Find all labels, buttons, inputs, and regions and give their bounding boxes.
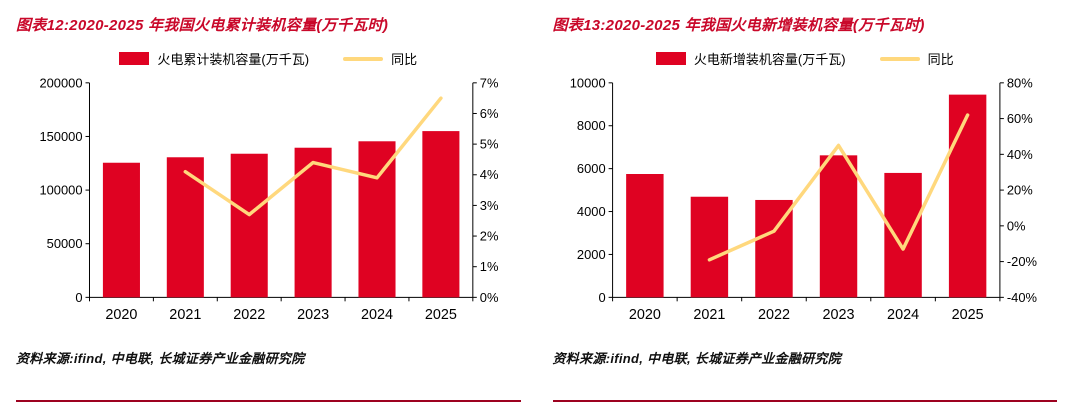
left-tick-label: 8000 [576,118,605,133]
bar-swatch-icon [119,52,150,65]
bottom-rule [552,400,1057,402]
right-tick-label: 7% [480,75,499,90]
x-category-label: 2021 [693,307,725,323]
line-legend-label: 同比 [391,52,418,67]
right-tick-label: 5% [480,137,499,152]
right-tick-label: 80% [1006,75,1032,90]
x-category-label: 2020 [628,307,660,323]
left-tick-label: 10000 [569,75,605,90]
bar-legend-label: 火电新增装机容量(万千瓦) [693,52,846,67]
legend: 火电累计装机容量(万千瓦) 同比 [16,49,521,68]
combo-chart-cumulative: 0 50000 100000 150000 200000 0% 1% 2% 3% 4% 5% 6% 7%… [39,75,499,323]
bar-legend-label: 火电累计装机容量(万千瓦) [157,52,310,67]
left-tick-label: 150000 [39,129,82,144]
right-tick-label: 0% [1006,218,1025,233]
x-category-label: 2023 [297,307,329,323]
bar-2023 [819,155,857,298]
x-category-label: 2025 [951,307,983,323]
chart-title: 图表13:2020-2025 年我国火电新增装机容量(万千瓦时) [552,17,925,34]
left-tick-label: 4000 [576,204,605,219]
chart-panel-cumulative: 图表12:2020-2025 年我国火电累计装机容量(万千瓦时) 火电累计装机容… [16,17,521,402]
bar-2025 [948,94,986,298]
line-swatch-icon [879,56,920,61]
bar-2022 [230,153,268,298]
bar-2020 [625,174,664,298]
legend: 火电新增装机容量(万千瓦) 同比 [553,49,1058,68]
legend-item-bar: 火电累计装机容量(万千瓦) [119,49,309,68]
yoy-line-series [183,96,443,217]
right-tick-label: 0% [480,290,499,305]
x-category-label: 2021 [169,307,201,323]
bar-2023 [294,147,332,298]
right-tick-label: 4% [480,167,499,182]
left-tick-label: 6000 [576,161,605,176]
x-category-label: 2024 [361,307,393,323]
right-tick-label: 3% [480,198,499,213]
bottom-rule [16,400,521,402]
right-tick-label: 60% [1006,111,1032,126]
bar-2020 [102,162,140,298]
left-tick-label: 50000 [47,236,83,251]
left-tick-label: 0 [598,290,605,305]
x-category-label: 2023 [822,307,854,323]
x-category-label: 2024 [887,307,919,323]
chart-title: 图表12:2020-2025 年我国火电累计装机容量(万千瓦时) [16,17,389,34]
left-tick-label: 0 [75,290,82,305]
legend-item-line: 同比 [343,49,417,68]
right-tick-label: 6% [480,106,499,121]
source-note: 资料来源:ifind, 中电联, 长城证券产业金融研究院 [552,351,842,366]
left-tick-label: 2000 [576,247,605,262]
combo-chart-new-installs: 0 2000 4000 6000 8000 10000 -40% -20% 0% 20% 40% 60… [569,75,1037,323]
line-legend-label: 同比 [927,52,954,67]
x-category-label: 2020 [105,307,137,323]
bar-2021 [690,196,728,298]
yoy-line-series [707,113,969,262]
legend-item-bar: 火电新增装机容量(万千瓦) [655,49,846,68]
right-tick-label: 40% [1006,147,1032,162]
right-tick-label: 1% [480,259,499,274]
x-category-label: 2022 [757,307,789,323]
legend-item-line: 同比 [879,49,954,68]
bar-2025 [422,131,460,298]
bar-swatch-icon [655,52,686,65]
right-tick-label: 20% [1006,183,1032,198]
chart-panel-new-installs: 图表13:2020-2025 年我国火电新增装机容量(万千瓦时) 火电新增装机容… [537,0,1073,409]
left-tick-label: 100000 [39,183,82,198]
source-note: 资料来源:ifind, 中电联, 长城证券产业金融研究院 [16,351,305,366]
bar-2024 [358,141,396,298]
bar-2021 [166,157,204,298]
x-category-label: 2022 [233,307,265,323]
left-tick-label: 200000 [39,75,82,90]
line-swatch-icon [343,56,384,61]
right-tick-label: -20% [1006,254,1037,269]
right-tick-label: 2% [480,229,499,244]
bar-2024 [883,172,922,298]
right-tick-label: -40% [1006,290,1037,305]
x-category-label: 2025 [425,307,457,323]
